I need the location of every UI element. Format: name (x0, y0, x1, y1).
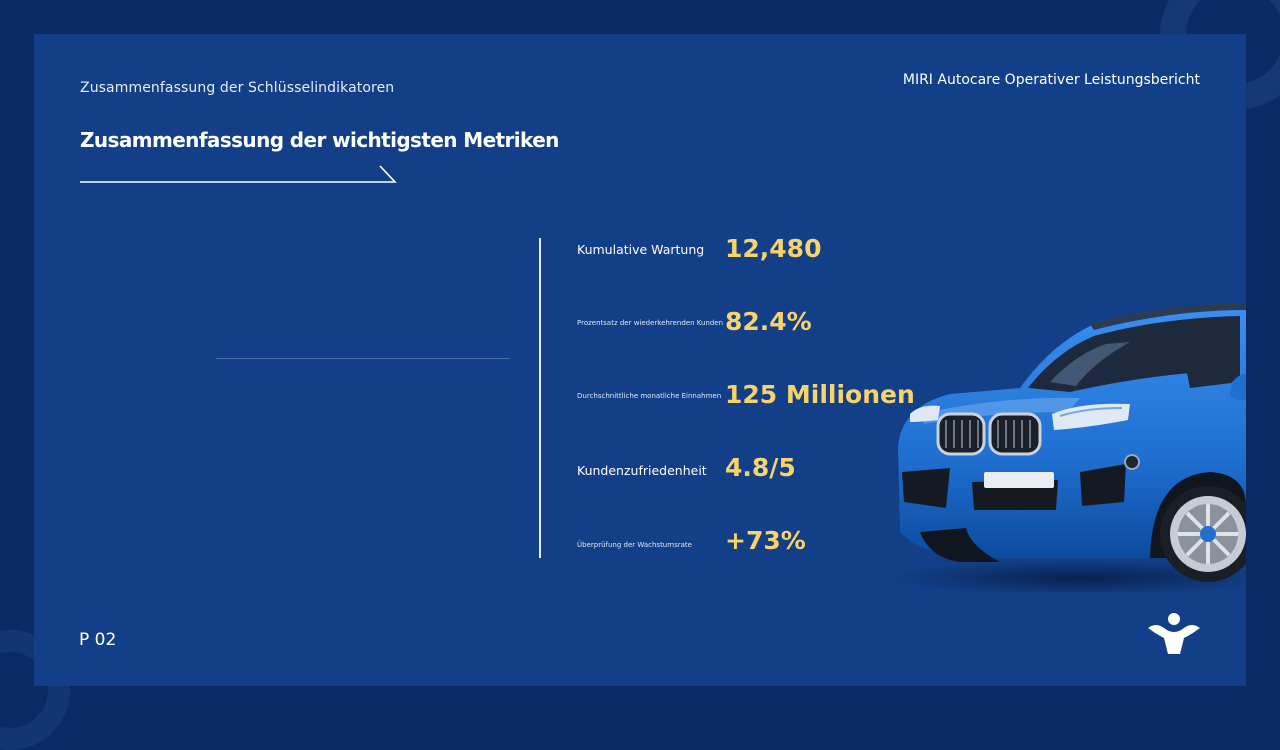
metrics-divider (539, 238, 541, 558)
car-image (890, 303, 1246, 592)
metric-value: 12,480 (725, 234, 822, 263)
metric-label: Kumulative Wartung (577, 242, 705, 257)
metric-value: 125 Millionen (725, 380, 915, 409)
page-number: P 02 (79, 630, 117, 650)
report-title: MIRI Autocare Operativer Leistungsberich… (902, 72, 1200, 88)
title-underline (80, 165, 397, 183)
metric-label: Durchschnittliche monatliche Einnahmen (577, 392, 722, 400)
metric-label: Kundenzufriedenheit (577, 463, 707, 478)
page-title: Zusammenfassung der wichtigsten Metriken (80, 128, 559, 152)
person-arms-up-logo-icon (1148, 613, 1200, 654)
metric-value: +73% (725, 526, 806, 555)
slide-subtitle: Zusammenfassung der Schlüsselindikatoren (80, 80, 395, 96)
metric-label: Prozentsatz der wiederkehrenden Kunden (577, 319, 724, 327)
metric-value: 82.4% (725, 307, 812, 336)
placeholder-divider (216, 358, 510, 359)
metric-value: 4.8/5 (725, 453, 796, 482)
metric-label: Überprüfung der Wachstumsrate (577, 541, 692, 549)
slide: Zusammenfassung der Schlüsselindikatoren… (34, 34, 1246, 686)
